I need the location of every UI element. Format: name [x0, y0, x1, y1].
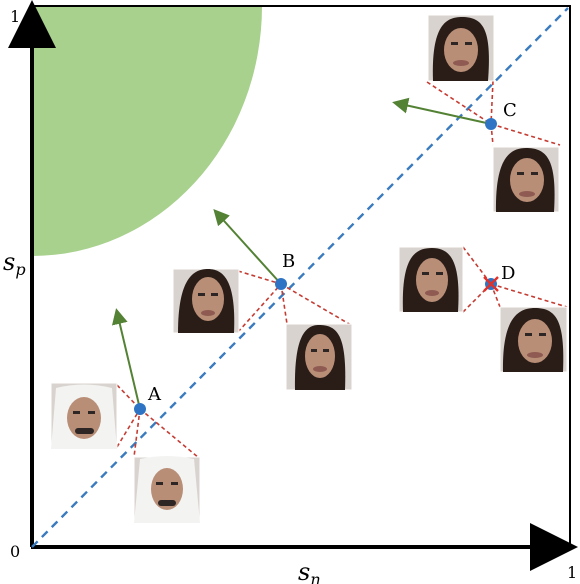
connector-a-2 [116, 408, 141, 448]
point-group-d: D [462, 246, 568, 313]
connector-a-3 [139, 408, 200, 459]
face-image-a-top [50, 382, 118, 450]
point-label-d: D [501, 263, 515, 284]
face-image-d-left [398, 246, 464, 313]
point-group-c: C [392, 80, 561, 146]
y-axis-label-main: s [3, 248, 15, 276]
face-image-b-left [172, 268, 240, 334]
point-label-b: B [282, 251, 295, 272]
face-image-d-right [499, 306, 568, 373]
face-image-a-bottom [133, 456, 201, 524]
x-axis-label-main: s [298, 558, 310, 584]
point-label-a: A [147, 384, 162, 405]
arrow-c [392, 97, 492, 125]
connector-b-3 [280, 283, 352, 326]
connector-b-4 [280, 283, 288, 325]
connector-d-4 [490, 283, 568, 308]
connector-c-1 [490, 80, 494, 125]
face-image-b-right [285, 323, 353, 391]
y-axis-label: sp [3, 248, 26, 279]
connector-a-4 [133, 408, 141, 458]
point-group-b: B [213, 209, 352, 333]
point-label-c: C [503, 100, 517, 121]
connector-a-1 [116, 384, 141, 410]
cross-icon-d [483, 276, 499, 292]
y-axis-label-sub: p [15, 260, 25, 279]
connector-b-2 [237, 283, 282, 333]
connector-c-4 [490, 123, 561, 146]
y-max-label: 1 [10, 7, 20, 26]
point-c [485, 118, 497, 130]
point-group-a: A [111, 308, 200, 459]
preferred-region [32, 6, 262, 256]
arrow-a [111, 308, 141, 410]
x-axis-label-sub: n [310, 570, 320, 584]
x-max-label: 1 [567, 563, 577, 582]
arrow-b [213, 209, 282, 285]
origin-label: 0 [10, 542, 20, 561]
point-b [275, 278, 287, 290]
face-image-c-bottom [492, 146, 560, 213]
diagonal-line [31, 7, 569, 548]
x-axis-label: sn [298, 558, 321, 584]
connector-b-1 [237, 270, 282, 285]
face-image-c-top [427, 14, 495, 82]
connector-c-2 [426, 81, 492, 125]
point-a [134, 403, 146, 415]
